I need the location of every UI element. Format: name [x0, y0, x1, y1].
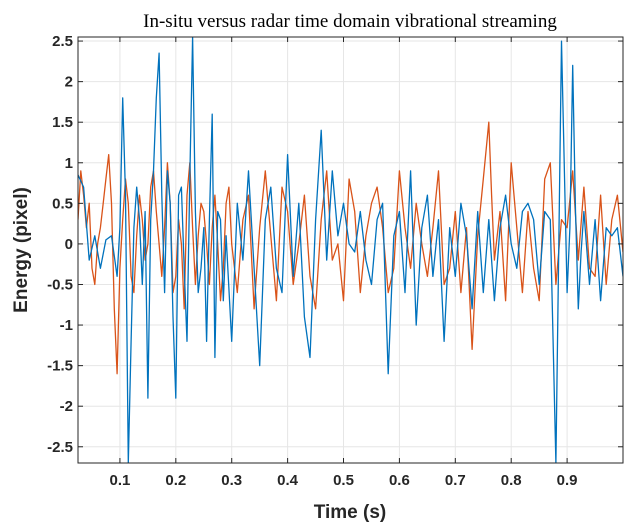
x-tick-label: 0.9	[557, 472, 578, 489]
y-tick-label: 0.5	[52, 195, 73, 212]
x-tick-label: 0.2	[165, 472, 186, 489]
x-tick-label: 0.7	[445, 472, 466, 489]
series-layer	[78, 37, 623, 463]
y-tick-label: 0	[65, 236, 73, 253]
grid	[78, 37, 623, 463]
y-tick-label: -2.5	[47, 439, 73, 456]
y-tick-label: 2.5	[52, 33, 73, 50]
x-tick-label: 0.4	[277, 472, 299, 489]
y-tick-label: -0.5	[47, 276, 73, 293]
x-tick-label: 0.8	[501, 472, 522, 489]
x-axis-label: Time (s)	[314, 502, 387, 522]
series-line-orange	[78, 121, 623, 375]
x-tick-label: 0.3	[221, 472, 242, 489]
x-tick-label: 0.6	[389, 472, 410, 489]
x-tick-labels: 0.1 0.2 0.3 0.4 0.5 0.6 0.7 0.8 0.9	[109, 472, 577, 489]
x-tick-label: 0.5	[333, 472, 354, 489]
y-tick-label: -2	[60, 398, 73, 415]
y-tick-label: -1.5	[47, 358, 73, 375]
y-tick-label: 1	[65, 155, 73, 172]
y-tick-label: 1.5	[52, 114, 73, 131]
y-tick-label: -1	[60, 317, 73, 334]
x-tick-label: 0.1	[109, 472, 130, 489]
y-axis-label: Energy (pixel)	[11, 187, 32, 313]
y-tick-label: 2	[65, 74, 73, 91]
series-line-blue	[78, 37, 623, 463]
axes-box	[77, 36, 624, 464]
chart-title: In-situ versus radar time domain vibrati…	[143, 11, 557, 32]
y-tick-labels: -2.5 -2 -1.5 -1 -0.5 0 0.5 1 1.5 2 2.5	[47, 33, 73, 456]
axes	[77, 36, 624, 464]
